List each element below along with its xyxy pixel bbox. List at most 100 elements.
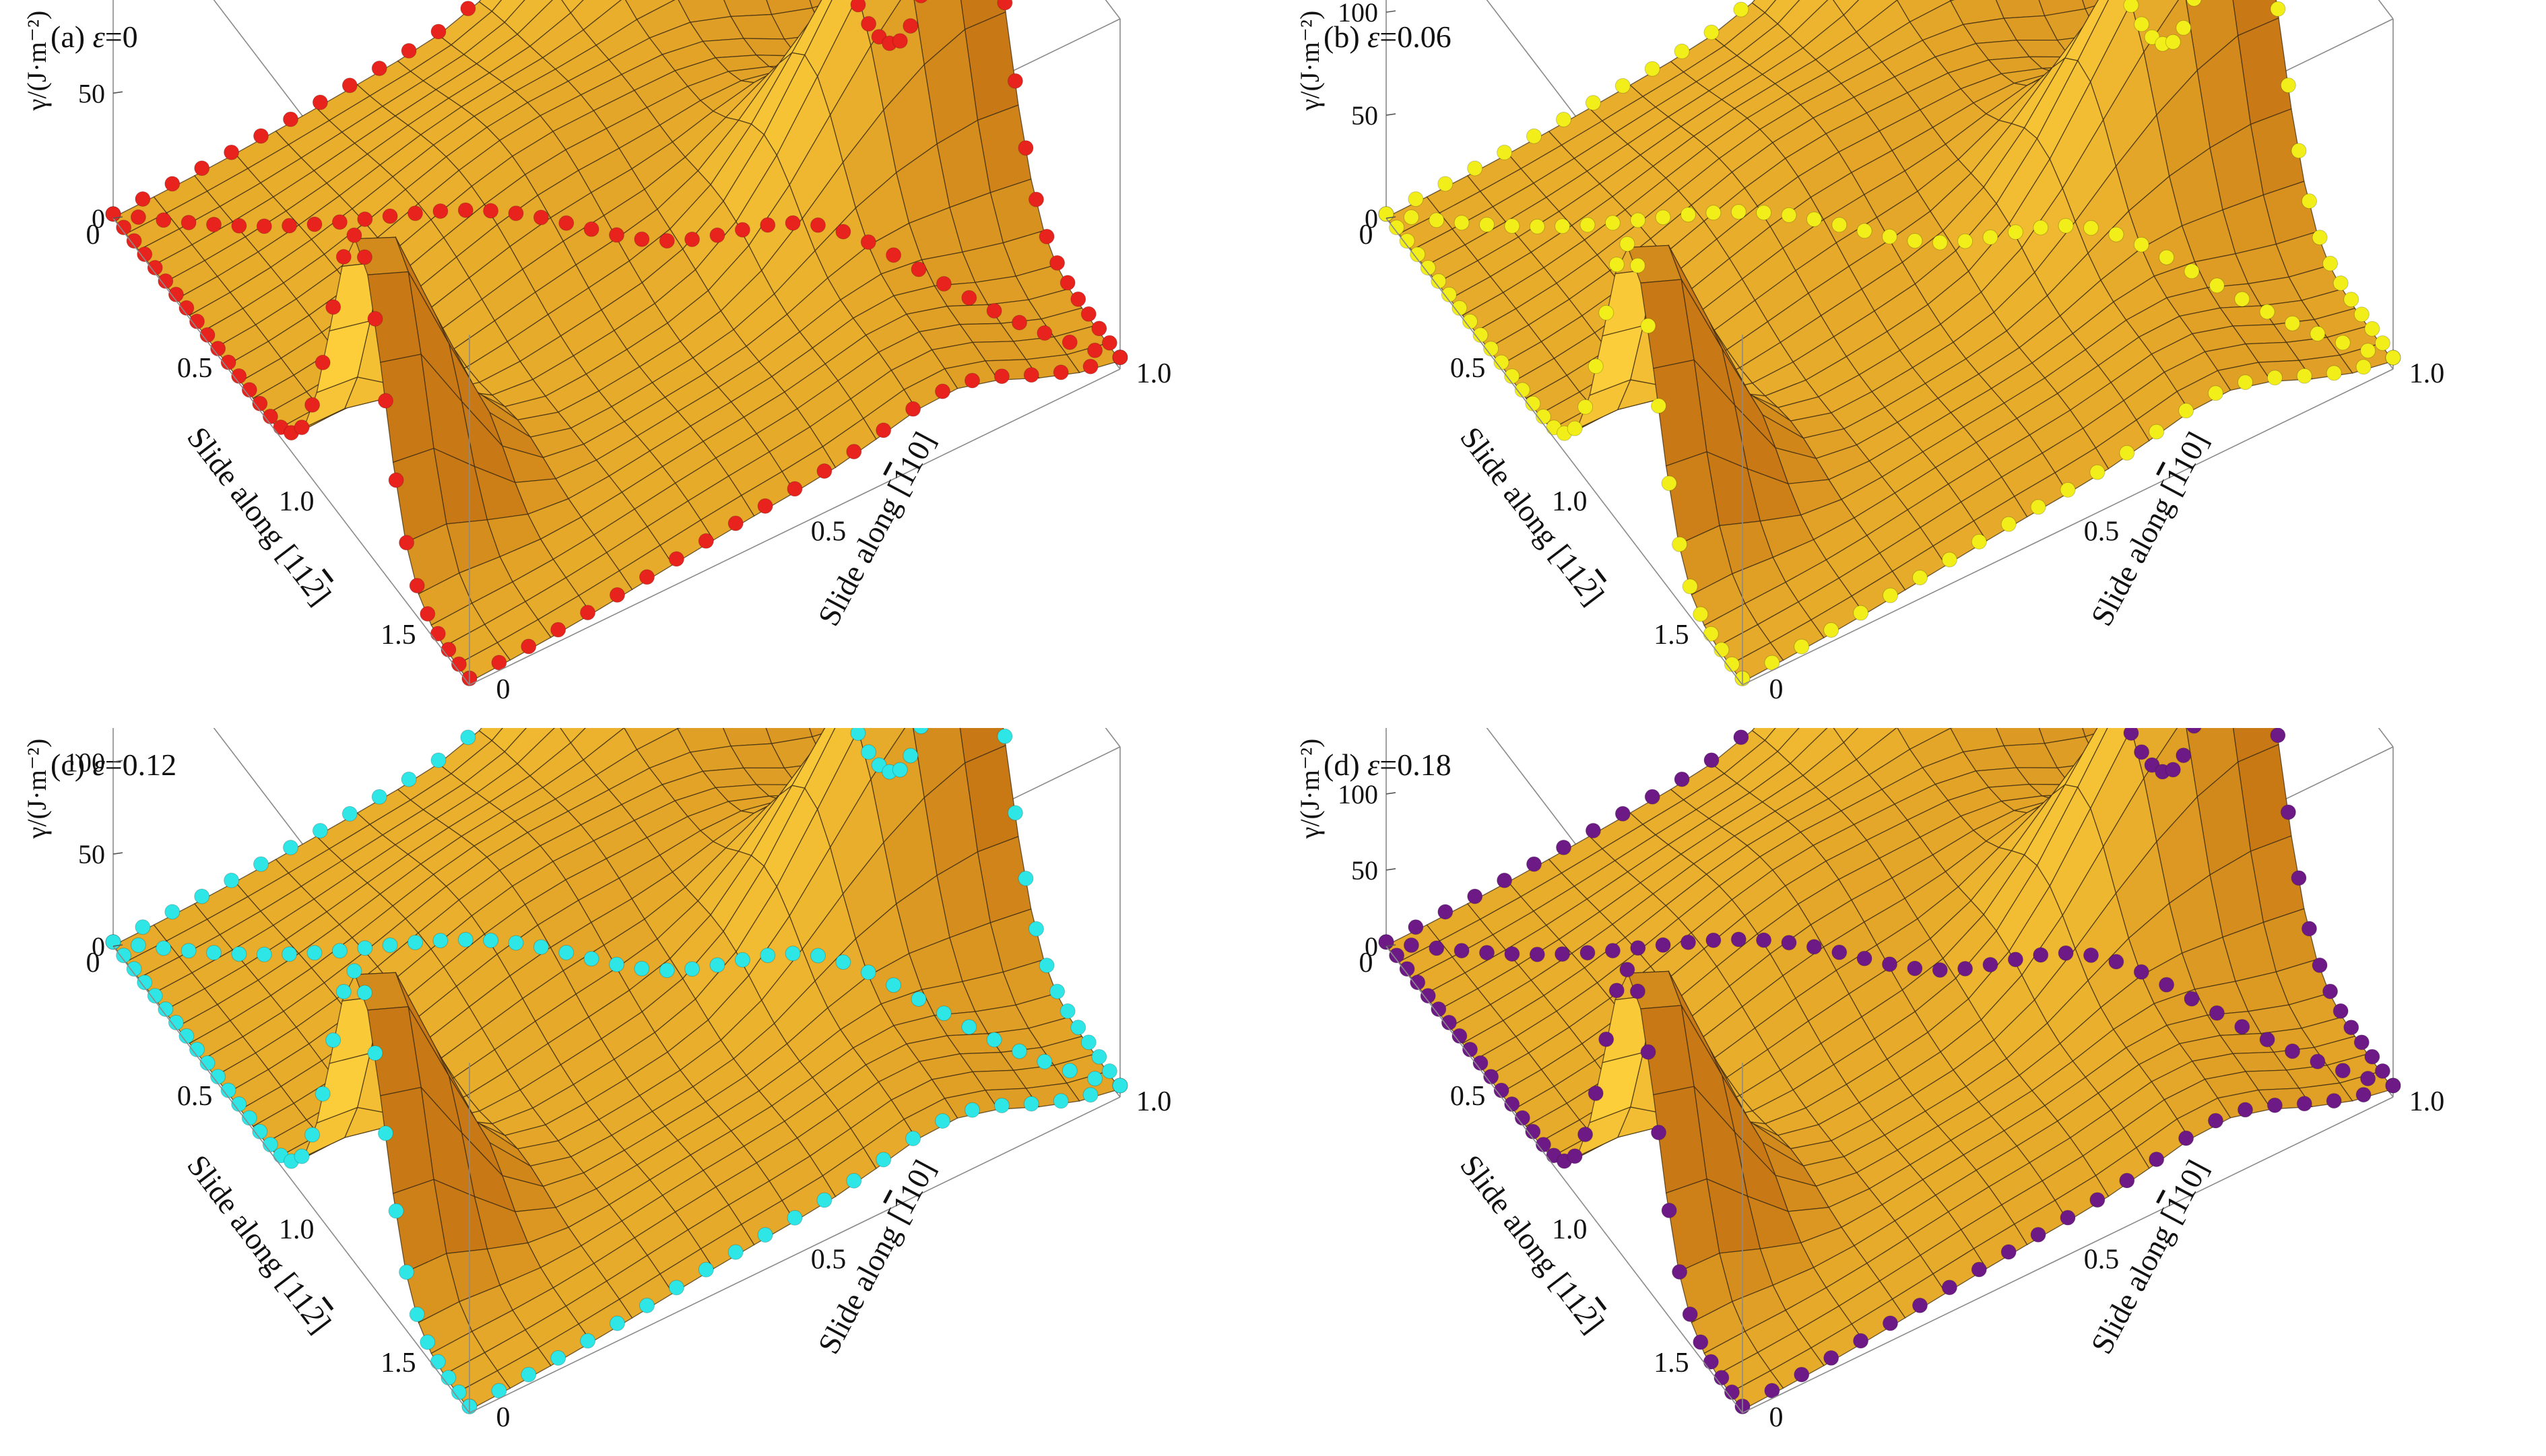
data-point-b-p4-35 [2259,304,2275,320]
data-point-a-p4-26 [760,217,776,233]
data-point-d-p0-3 [1410,974,1426,991]
surface-plot-d: (d) ε=0.18050100150200γ/(J·m⁻²)00.51.01.… [1295,728,2444,1433]
z-tick-mark-b-2 [1385,10,1396,13]
data-point-d-p2-15 [2186,728,2202,734]
data-point-a-p1-4 [580,605,596,621]
data-point-c-p4-6 [256,946,272,962]
x-tick-b-3: 1.5 [1654,620,1689,651]
z-tick-b-1: 50 [1351,100,1378,131]
data-point-d-p0-20 [1588,1085,1604,1101]
data-point-b-p1-5 [1883,587,1898,603]
data-point-c-p2-14 [903,748,919,764]
data-point-b-p4-21 [1907,233,1923,249]
x-tick-c-2: 1.0 [279,1214,315,1245]
data-point-d-p3-10 [1674,771,1690,787]
y-tick-c-2: 1.0 [1136,1086,1172,1117]
data-point-c-p3-10 [401,771,417,787]
data-point-a-p4-22 [659,233,675,249]
data-point-b-p0-23 [1619,236,1635,252]
x-tick-d-3: 1.5 [1654,1348,1689,1379]
data-point-c-p1-4 [580,1333,596,1349]
data-point-d-p3-3 [1467,888,1483,904]
data-point-a-p0-28 [399,535,415,551]
z-tick-mark-a-1 [112,91,123,94]
data-point-c-p2-30 [1070,1020,1086,1036]
data-point-c-p2-28 [1049,983,1066,999]
data-point-a-p1-21 [1082,358,1099,374]
data-point-d-p4-4 [1479,945,1495,961]
data-point-b-p0-21 [1598,304,1614,321]
data-point-a-p1-6 [639,569,655,585]
data-point-b-p3-12 [1733,1,1749,18]
data-point-d-p4-25 [2007,952,2023,968]
data-point-c-p4-22 [659,962,675,979]
data-point-b-p2-33 [2374,335,2390,351]
data-point-a-p4-25 [734,222,750,238]
data-point-d-p4-16 [1781,935,1797,951]
data-point-a-p0-4 [147,260,163,275]
data-point-d-p0-6 [1441,1014,1457,1030]
data-point-c-p4-29 [835,954,851,970]
data-point-d-p4-22 [1932,962,1948,978]
data-point-c-p3-1 [135,919,151,935]
data-point-a-p4-35 [986,303,1002,319]
data-point-b-p4-23 [1957,233,1973,249]
data-point-d-p4-10 [1630,940,1646,956]
data-point-c-p0-25 [367,1045,383,1061]
box-front-edge-c-1 [112,946,470,1414]
data-point-d-p0-24 [1629,983,1645,999]
data-point-c-p3-6 [283,840,298,855]
data-point-a-p1-2 [521,638,537,655]
data-point-b-p4-0 [1378,206,1394,222]
x-tick-c-1: 0.5 [177,1081,213,1112]
data-point-b-p3-2 [1437,176,1454,192]
data-point-d-p4-34 [2234,1019,2250,1035]
data-point-a-p4-24 [709,227,725,243]
data-point-c-p0-18 [294,1148,310,1164]
marker-paths-c [105,728,1128,1414]
data-point-d-p4-2 [1429,940,1445,956]
data-point-a-p2-15 [914,0,927,3]
data-point-c-p3-9 [371,789,387,805]
data-point-d-p4-15 [1756,932,1772,948]
data-point-a-p4-14 [457,202,474,218]
data-point-a-p2-23 [997,0,1013,11]
data-point-c-p4-12 [407,935,423,950]
data-point-d-p1-10 [2030,1226,2046,1243]
data-point-b-p2-32 [2364,321,2380,337]
z-axis-label-d: γ/(J·m⁻²) [1295,739,1325,840]
data-point-a-p4-11 [382,208,398,224]
data-point-c-p2-9 [850,728,866,741]
data-point-c-p1-7 [668,1280,684,1296]
data-point-b-p4-19 [1856,223,1872,239]
data-point-b-p0-30 [1693,606,1709,622]
data-point-d-p3-7 [1585,822,1601,838]
data-point-b-p4-18 [1831,217,1848,233]
data-point-a-p2-27 [1039,228,1055,244]
data-point-c-p4-28 [810,948,826,964]
z-tick-a-0: 0 [92,203,105,234]
data-point-a-p4-7 [282,218,298,234]
data-point-d-p0-30 [1693,1334,1709,1350]
z-axis-label-a: γ/(J·m⁻²) [22,11,52,112]
data-point-a-p2-30 [1070,291,1086,307]
data-point-d-p0-29 [1682,1306,1698,1322]
data-point-b-p2-11 [2144,29,2160,45]
data-point-c-p0-27 [388,1203,404,1219]
data-point-a-p4-23 [684,231,700,247]
data-point-c-p1-14 [876,1152,892,1168]
data-point-b-p0-18 [1567,420,1583,436]
z-tick-c-1: 50 [78,839,105,869]
panel-letter-d: (d) [1324,748,1367,782]
z-tick-mark-a-0 [112,216,123,219]
data-point-b-p2-14 [2176,20,2192,36]
data-point-d-p0-5 [1431,1001,1447,1017]
data-point-b-p4-25 [2007,224,2023,240]
data-point-a-p2-24 [1007,73,1023,89]
data-point-b-p1-18 [2266,370,2283,386]
data-point-b-p4-6 [1529,218,1545,234]
data-point-c-p3-5 [253,856,269,872]
data-point-b-p4-33 [2209,277,2225,294]
data-point-d-p1-7 [1941,1280,1957,1296]
data-point-d-p4-31 [2159,977,2175,993]
